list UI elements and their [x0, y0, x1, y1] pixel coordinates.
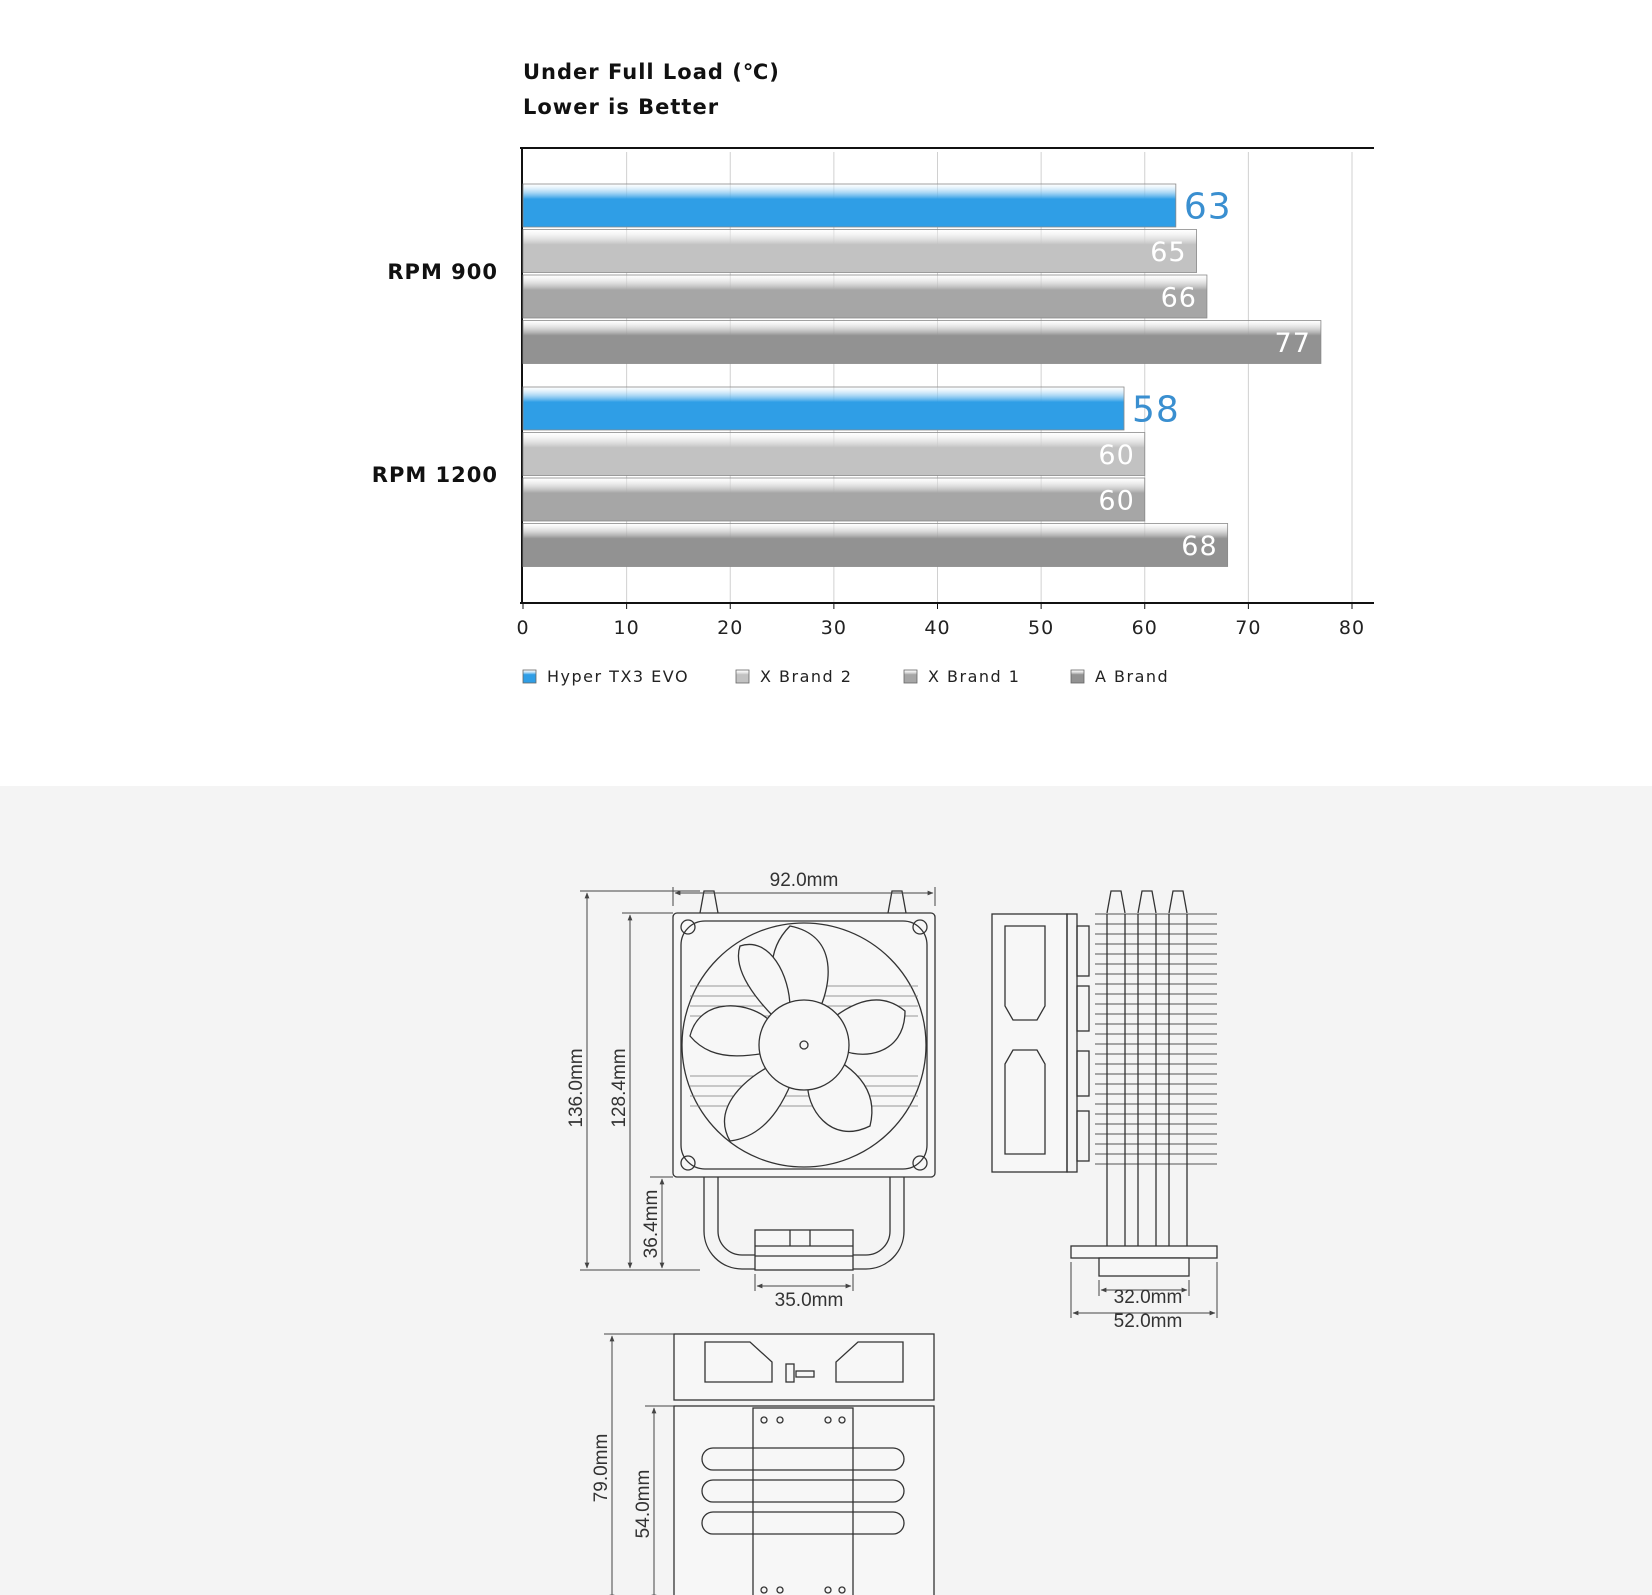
x-tick-label: 70 — [1235, 617, 1261, 639]
data-label: 63 — [1184, 187, 1232, 228]
legend-swatch — [522, 669, 537, 684]
cooler-dimension-drawing: 92.0mm 136.0mm 128.4mm 36.4mm 35.0mm 32.… — [566, 870, 1218, 1595]
bar — [522, 432, 1146, 476]
x-tick-label: 80 — [1339, 617, 1365, 639]
dim-fin-height: 128.4mm — [609, 1048, 630, 1127]
dimension-drawing-section: 92.0mm 136.0mm 128.4mm 36.4mm 35.0mm 32.… — [0, 786, 1652, 1595]
legend-label: A Brand — [1095, 667, 1169, 686]
dim-base-height: 36.4mm — [641, 1190, 662, 1259]
data-label: 65 — [1150, 237, 1186, 268]
category-label: RPM 900 — [387, 260, 498, 284]
bar — [522, 229, 1197, 273]
legend-swatch — [903, 669, 918, 684]
chart-subtitle: Lower is Better — [523, 95, 720, 119]
x-tick-label: 20 — [717, 617, 743, 639]
bar — [522, 320, 1322, 364]
x-tick-label: 40 — [924, 617, 950, 639]
dim-front-height: 136.0mm — [566, 1048, 587, 1127]
bar — [522, 477, 1146, 522]
chart-title: Under Full Load (℃) — [523, 60, 780, 84]
data-label: 60 — [1098, 440, 1134, 471]
data-label: 60 — [1098, 486, 1134, 517]
legend-label: X Brand 1 — [928, 667, 1020, 686]
bar — [522, 274, 1208, 319]
data-label: 66 — [1161, 283, 1197, 314]
x-tick-label: 30 — [821, 617, 847, 639]
data-label: 68 — [1181, 531, 1217, 562]
bar-chart: 0 10 20 30 40 50 60 70 80 RPM 900 63 65 66 77 RPM 1200… — [372, 147, 1374, 686]
top-view — [673, 1333, 935, 1595]
side-view — [991, 890, 1218, 1277]
dim-top-fin-depth: 54.0mm — [633, 1470, 654, 1539]
dim-top-depth: 79.0mm — [591, 1434, 612, 1503]
data-label: 58 — [1132, 390, 1180, 431]
bar — [522, 523, 1229, 567]
legend-swatch — [735, 669, 750, 684]
dim-side-inner: 32.0mm — [1114, 1287, 1183, 1308]
bar — [522, 386, 1125, 431]
data-label: 77 — [1275, 328, 1311, 359]
x-tick-label: 10 — [614, 617, 640, 639]
legend-label: X Brand 2 — [760, 667, 852, 686]
legend-label: Hyper TX3 EVO — [547, 667, 689, 686]
dim-base-width: 35.0mm — [775, 1290, 844, 1311]
category-label: RPM 1200 — [372, 463, 498, 487]
dim-side-outer: 52.0mm — [1114, 1311, 1183, 1332]
dim-front-width: 92.0mm — [770, 870, 839, 891]
bar — [522, 183, 1177, 228]
x-tick-label: 50 — [1028, 617, 1054, 639]
x-tick-label: 60 — [1132, 617, 1158, 639]
chart-section: Under Full Load (℃) Lower is Better 0 10 2… — [0, 0, 1652, 786]
front-view — [672, 890, 936, 1271]
x-tick-label: 0 — [516, 617, 529, 639]
legend-swatch — [1070, 669, 1085, 684]
